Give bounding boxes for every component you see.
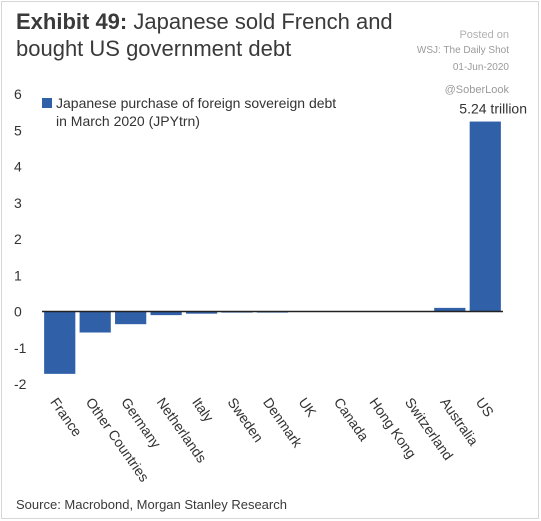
watermark-outlet: WSJ: The Daily Shot <box>416 45 509 56</box>
legend-swatch <box>42 98 52 108</box>
legend-line-1: Japanese purchase of foreign sovereign d… <box>56 95 336 111</box>
watermark-date: 01-Jun-2020 <box>452 62 509 73</box>
bar-netherlands <box>150 311 182 316</box>
legend-line-2: in March 2020 (JPYtrn) <box>56 113 200 129</box>
x-tick-label: France <box>47 395 85 440</box>
legend: Japanese purchase of foreign sovereign d… <box>42 95 340 129</box>
bar-australia <box>434 307 466 312</box>
legend-text: Japanese purchase of foreign sovereign d… <box>56 95 340 129</box>
title-text: Japanese sold French and bought US gover… <box>16 9 393 61</box>
watermark-handle: @SoberLook <box>444 84 509 96</box>
bar-france <box>44 311 76 374</box>
page-title: Exhibit 49: Japanese sold French and bou… <box>16 8 436 62</box>
y-axis: -2 -1 0 1 2 3 4 5 6 <box>14 86 27 392</box>
y-tick-label: 3 <box>14 195 22 211</box>
x-tick-label: Other Countries <box>83 395 153 485</box>
y-tick-label: 6 <box>14 86 22 102</box>
y-tick-label: -2 <box>14 376 27 392</box>
x-tick-label: US <box>473 395 497 420</box>
bar-other-countries <box>79 311 111 333</box>
bar-germany <box>115 311 147 325</box>
y-tick-label: 2 <box>14 231 22 247</box>
x-tick-label: Canada <box>331 395 372 445</box>
exhibit-label: Exhibit 49: <box>16 9 128 34</box>
y-tick-label: 4 <box>14 159 22 175</box>
x-tick-label: UK <box>296 395 321 421</box>
y-tick-label: -1 <box>14 340 27 356</box>
watermark-posted-on: Posted on <box>459 29 509 41</box>
source-note: Source: Macrobond, Morgan Stanley Resear… <box>16 497 287 512</box>
y-tick-label: 5 <box>14 122 22 138</box>
bar-italy <box>185 311 218 314</box>
y-tick-label: 0 <box>14 304 22 320</box>
bar-us <box>469 121 501 312</box>
x-tick-label: Italy <box>189 395 217 425</box>
y-tick-label: 1 <box>14 267 22 283</box>
x-tick-label: Sweden <box>225 395 267 446</box>
bar-series <box>44 121 501 374</box>
us-value-annotation: 5.24 trillion <box>459 101 527 117</box>
